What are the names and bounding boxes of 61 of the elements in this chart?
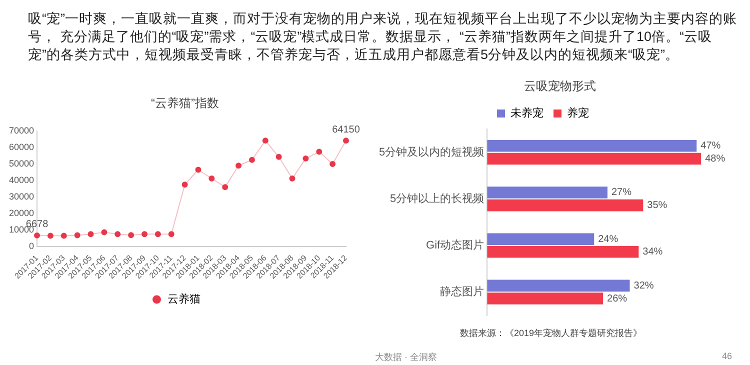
data-label: 48% [705,153,726,164]
bar [487,246,639,258]
bar [487,233,594,245]
legend-label: 未养宠 [510,106,544,120]
point [343,138,349,144]
y-tick-label: 静态图片 [440,285,484,298]
point [262,138,268,144]
bar [487,280,630,292]
point [276,154,282,160]
text: 吸“宠”一时爽，一直吸就一直爽，而对于没有宠物的用户来说，现在短视频平台上出现了不少以宠物为主要内容的账号， 充分满足了他们的“吸宠”需求，“云吸宠”模式成日常。数据显示， “云养猫”指数两年之间提升了10倍。“云吸宠”的各类方式中，短视频最受青睐，不管养宠与否，近五成用户都愿意看5分钟及以内的短视频来“吸宠”。 [28,10,738,64]
legend-label: 养宠 [567,106,589,120]
y-tick-label: 50000 [8,158,34,168]
data-label: 26% [607,293,628,304]
point [330,160,336,167]
bar [487,292,604,304]
bar [487,186,608,198]
data-label: 34% [642,246,663,258]
chart-title: “云养猫”指数 [150,95,220,112]
y-tick-label: 20000 [8,208,34,218]
point [248,156,255,163]
source-note: 数据来源：《2019年宠物人群专题研究报告》 [460,327,642,340]
bar [487,199,644,212]
y-tick-label: 5分钟以上的长视频 [390,192,484,205]
y-tick-label: Gif动态图片 [426,238,484,252]
point [101,229,108,236]
data-label: 64150 [332,124,360,136]
point [88,231,94,238]
point [302,156,309,162]
data-label: 24% [598,234,618,245]
y-tick-label: 30000 [8,191,34,202]
point [316,148,322,155]
bar [487,140,697,152]
point [168,231,174,238]
y-tick-label: 0 [29,240,34,251]
chart-title: 云吸宠物形式 [523,78,597,95]
data-label: 35% [647,200,668,212]
point [154,231,161,238]
point [34,232,40,238]
y-tick-label: 5分钟及以内的短视频 [378,145,484,158]
y-tick-label: 70000 [8,125,34,136]
point [141,231,148,238]
data-label: 47% [700,140,721,152]
point [195,166,202,173]
text: 46 [722,351,732,361]
legend-label: 云养猫 [167,292,200,306]
point [182,182,188,188]
bar [487,152,702,165]
text: 大数据 · 全洞察 [375,351,437,364]
point [60,232,67,239]
point [47,232,54,239]
point [236,162,242,169]
y-tick-label: 40000 [8,174,34,185]
point [208,176,215,182]
point [289,176,296,182]
data-label: 32% [634,280,654,292]
point [74,232,80,238]
y-tick-label: 60000 [8,142,34,152]
point [128,232,134,238]
point [222,184,228,190]
point [114,231,121,238]
data-label: 27% [611,187,632,198]
